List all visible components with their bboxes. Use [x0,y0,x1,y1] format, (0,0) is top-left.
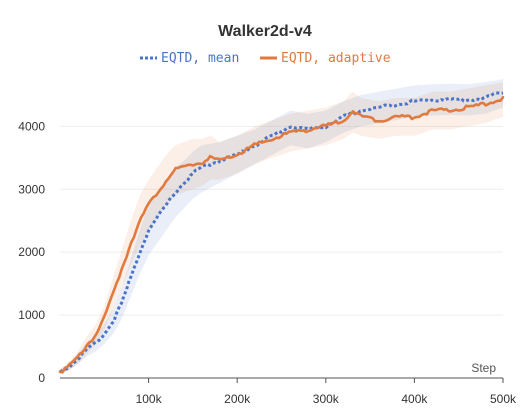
confidence-band-eqtd-adaptive [60,82,503,375]
legend-label-eqtd-mean: EQTD, mean [161,51,239,66]
chart-title: Walker2d-v4 [218,23,312,40]
y-tick-label: 2000 [18,245,45,259]
legend: EQTD, mean EQTD, adaptive [140,51,391,66]
x-tick-label: 300k [313,392,340,406]
x-tick-label: 200k [224,392,251,406]
x-axis-label: Step [471,361,496,375]
legend-item-eqtd-mean[interactable]: EQTD, mean [140,51,239,66]
x-tick-label: 500k [490,392,517,406]
y-tick-label: 1000 [18,308,45,322]
series-line-eqtd-adaptive [58,95,505,374]
y-tick-label: 0 [38,371,45,385]
series-line-eqtd-mean [59,91,504,374]
legend-item-eqtd-adaptive[interactable]: EQTD, adaptive [260,51,391,66]
x-tick-label: 400k [401,392,428,406]
confidence-bands [60,79,503,375]
confidence-band-eqtd-mean [60,79,503,375]
x-tick-label: 100k [136,392,163,406]
y-tick-label: 3000 [18,182,45,196]
gridlines [60,125,503,316]
legend-label-eqtd-adaptive: EQTD, adaptive [281,51,391,66]
x-axis-ticks: 100k 200k 300k 400k 500k [136,378,517,406]
y-axis-ticks: 0 1000 2000 3000 4000 [18,119,45,385]
series-lines [58,91,505,374]
y-tick-label: 4000 [18,119,45,133]
